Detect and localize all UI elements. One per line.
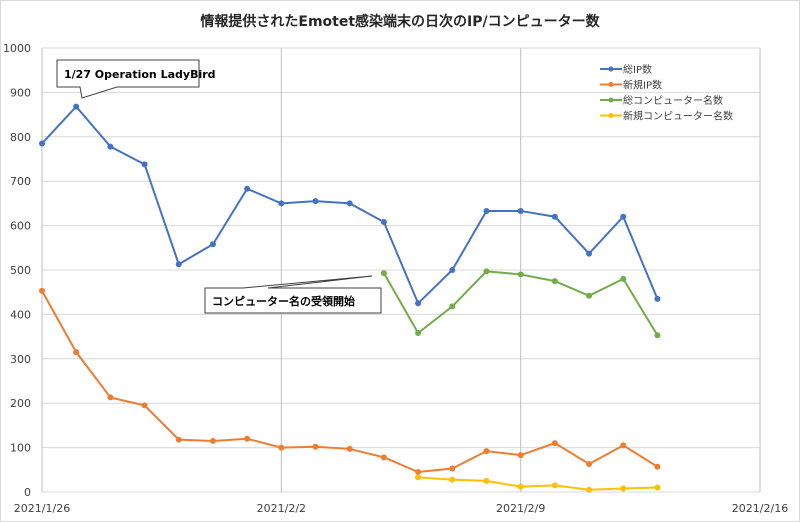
legend-marker [608, 66, 614, 72]
y-axis-ticks: 0 100 200 300 400 500 600 700 800 900 1000 [3, 42, 31, 499]
legend-marker [608, 82, 614, 87]
data-point [517, 452, 524, 459]
data-point [517, 207, 524, 214]
y-tick-label: 700 [10, 175, 31, 188]
y-tick-label: 1000 [3, 42, 31, 55]
data-point [278, 200, 285, 207]
legend-label: 総コンピューター名数 [623, 94, 723, 107]
data-point [654, 332, 661, 339]
callout-box [204, 275, 382, 314]
data-point [346, 200, 353, 207]
y-tick-label: 800 [10, 131, 31, 144]
callout-text: 1/27 Operation LadyBird [64, 68, 216, 81]
data-point [107, 394, 114, 401]
gridlines [41, 47, 761, 493]
callout-text: コンピューター名の受領開始 [212, 294, 355, 308]
data-point [449, 303, 456, 310]
data-point [141, 402, 148, 409]
data-point [517, 483, 524, 490]
y-tick-label: 500 [10, 264, 31, 277]
data-point [586, 486, 593, 493]
data-point [415, 469, 422, 476]
data-point [654, 484, 661, 491]
legend-label: 総IP数 [623, 63, 652, 76]
data-point [278, 444, 285, 451]
data-point [380, 219, 387, 226]
data-point [415, 330, 422, 337]
y-tick-label: 100 [10, 442, 31, 455]
data-point [483, 477, 490, 484]
data-point [620, 275, 627, 282]
y-tick-label: 900 [10, 86, 31, 99]
data-point [175, 436, 182, 443]
data-point [312, 443, 319, 450]
data-point [449, 267, 456, 273]
x-tick-label: 2021/1/26 [14, 502, 70, 515]
data-point [346, 445, 353, 452]
data-point [415, 474, 422, 481]
legend-marker [608, 113, 614, 118]
legend-label: 新規コンピューター名数 [623, 110, 733, 123]
data-point [620, 485, 627, 492]
data-point [551, 278, 558, 285]
x-tick-label: 2021/2/2 [257, 502, 306, 515]
data-point [415, 300, 422, 307]
data-point [586, 292, 593, 299]
data-point [175, 261, 182, 268]
data-point [380, 454, 387, 461]
data-point [141, 161, 148, 168]
y-tick-label: 200 [10, 397, 31, 410]
data-point [586, 250, 593, 257]
data-point [483, 268, 490, 275]
x-axis-ticks: 2021/1/26 2021/2/2 2021/2/9 2021/2/16 [14, 502, 788, 515]
data-point [107, 143, 114, 150]
data-point [73, 103, 80, 110]
y-tick-label: 600 [10, 220, 31, 233]
y-tick-label: 400 [10, 308, 31, 321]
callouts: 1/27 Operation LadyBird コンピューター名の受領開始 [56, 59, 382, 314]
x-tick-label: 2021/2/16 [732, 502, 788, 515]
data-point [483, 448, 490, 455]
data-point [620, 442, 627, 449]
series-line [418, 476, 658, 491]
data-point [39, 287, 45, 294]
data-point [620, 213, 627, 220]
data-point [449, 476, 456, 483]
data-point [244, 185, 251, 192]
data-point [244, 435, 251, 442]
y-tick-label: 0 [24, 486, 31, 499]
x-tick-label: 2021/2/9 [496, 502, 545, 515]
legend-marker [608, 97, 614, 103]
chart-title: 情報提供されたEmotet感染端末の日次のIP/コンピューター数 [200, 13, 600, 30]
data-point [483, 207, 490, 214]
data-point [551, 213, 558, 220]
data-point [449, 465, 456, 472]
y-tick-label: 300 [10, 353, 31, 366]
legend-label: 新規IP数 [623, 79, 662, 92]
data-point [39, 140, 45, 147]
data-point [380, 270, 387, 277]
data-point [551, 440, 558, 447]
data-point [654, 463, 661, 470]
data-point [517, 271, 524, 278]
series-line [41, 290, 658, 474]
data-point [586, 461, 593, 468]
data-point [312, 198, 319, 205]
data-point [551, 482, 558, 489]
data-point [209, 241, 216, 248]
series-lines [39, 103, 661, 493]
data-point [209, 437, 216, 444]
data-point [73, 349, 80, 356]
callout-box [56, 59, 200, 99]
data-point [654, 295, 661, 302]
